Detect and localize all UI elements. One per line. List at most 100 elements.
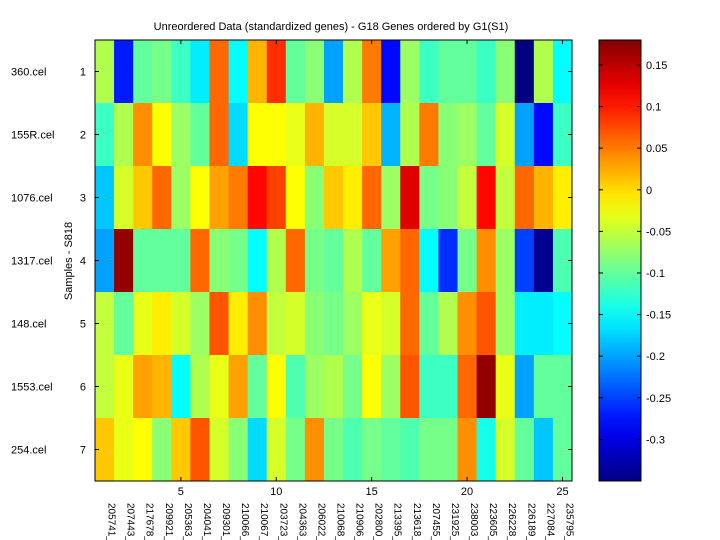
heatmap-cell (152, 40, 172, 104)
heatmap-cell (266, 418, 287, 482)
column-label: 209301_ (220, 503, 231, 540)
heatmap-cell (552, 418, 573, 482)
row-number-label: 3 (80, 193, 86, 205)
heatmap-cell (552, 292, 573, 356)
column-label: 206022_ (315, 503, 326, 540)
heatmap-cell (133, 418, 153, 482)
heatmap-cell (400, 292, 420, 356)
colorbar-tick-label: -0.15 (646, 310, 671, 322)
heatmap-cell (114, 292, 134, 356)
heatmap-cell (533, 229, 554, 293)
heatmap-cell (476, 355, 497, 419)
heatmap-cell (362, 166, 382, 230)
heatmap-cell (323, 40, 344, 104)
heatmap-cell (419, 355, 439, 419)
heatmap-cell (152, 355, 172, 419)
heatmap-cell (381, 103, 401, 167)
column-name-labels: 205741_ 207443_ 217678_ 209921_ 205363_ 20404… (106, 503, 575, 540)
column-label: 226189_ (525, 503, 536, 540)
heatmap-cell (514, 355, 535, 419)
x-tick-label: 20 (461, 486, 473, 498)
heatmap-cell (362, 103, 382, 167)
heatmap-cell (266, 103, 287, 167)
heatmap-cell (552, 103, 573, 167)
heatmap-cell (209, 292, 229, 356)
heatmap-cell (362, 229, 382, 293)
heatmap-cell (114, 418, 134, 482)
row-name-label: 1076.cel (11, 193, 53, 205)
heatmap-cell (438, 355, 458, 419)
heatmap-cell (95, 355, 115, 419)
row-number-label: 5 (80, 319, 86, 331)
heatmap-cell (209, 418, 229, 482)
column-label: 210906_ (354, 503, 365, 540)
heatmap-cell (247, 166, 268, 230)
heatmap-cell (228, 355, 249, 419)
heatmap-cell (190, 418, 210, 482)
heatmap-cell (95, 292, 115, 356)
heatmap-cell (209, 40, 229, 104)
x-axis-number-labels: 5 10 15 20 25 (178, 486, 569, 498)
row-name-label: 155R.cel (11, 130, 54, 142)
column-label: 231925_ (449, 503, 460, 540)
heatmap-cell (533, 40, 554, 104)
heatmap-cell (381, 418, 401, 482)
heatmap-cell (419, 40, 439, 104)
heatmap-cell (285, 355, 306, 419)
heatmap-cell (95, 166, 115, 230)
heatmap-cell (343, 418, 363, 482)
heatmap-cell (495, 166, 516, 230)
heatmap-cell (114, 40, 134, 104)
heatmap-cell (171, 355, 191, 419)
heatmap-cell (419, 229, 439, 293)
heatmap-cell (552, 40, 573, 104)
row-name-label: 360.cel (11, 67, 46, 79)
heatmap-cell (457, 418, 477, 482)
heatmap-cell (228, 40, 249, 104)
heatmap-cell (400, 166, 420, 230)
heatmap-cell (190, 292, 210, 356)
heatmap-cell (133, 166, 153, 230)
column-label: 210066_ (239, 503, 250, 540)
heatmap-cell (419, 166, 439, 230)
heatmap-cell (95, 229, 115, 293)
heatmap-cell (514, 103, 535, 167)
column-label: 235795_ (563, 503, 574, 540)
column-label: 207443_ (125, 503, 136, 540)
heatmap-cell (228, 292, 249, 356)
heatmap-cell (438, 229, 458, 293)
heatmap-cell (400, 355, 420, 419)
heatmap-cell (457, 355, 477, 419)
row-number-labels: 1 2 3 4 5 6 7 (80, 67, 86, 457)
heatmap-cell (323, 166, 344, 230)
heatmap-cell (152, 418, 172, 482)
heatmap-cell (304, 229, 325, 293)
heatmap-cell (266, 166, 287, 230)
heatmap-cell (476, 418, 497, 482)
heatmap-cell (323, 418, 344, 482)
column-label: 205741_ (106, 503, 117, 540)
heatmap-cell (190, 355, 210, 419)
heatmap-cell (209, 166, 229, 230)
row-number-label: 1 (80, 67, 86, 79)
heatmap-cell (323, 355, 344, 419)
colorbar-tick-label: -0.3 (646, 434, 665, 446)
heatmap-cell (95, 103, 115, 167)
heatmap-cell (133, 292, 153, 356)
colorbar-tick-label: 0.05 (646, 143, 667, 155)
y-axis-ticks (95, 71, 572, 450)
column-label: 226228_ (506, 503, 517, 540)
heatmap-cell (247, 229, 268, 293)
heatmap-cell (495, 103, 516, 167)
heatmap-cell (228, 418, 249, 482)
heatmap-cell (381, 355, 401, 419)
heatmap-cell (457, 292, 477, 356)
heatmap-cell (209, 103, 229, 167)
heatmap-cell (114, 166, 134, 230)
heatmap-cell (476, 40, 497, 104)
heatmap-cell (266, 355, 287, 419)
heatmap-cell (114, 355, 134, 419)
heatmap-cell (285, 418, 306, 482)
heatmap-cell (323, 103, 344, 167)
x-tick-label: 15 (366, 486, 378, 498)
